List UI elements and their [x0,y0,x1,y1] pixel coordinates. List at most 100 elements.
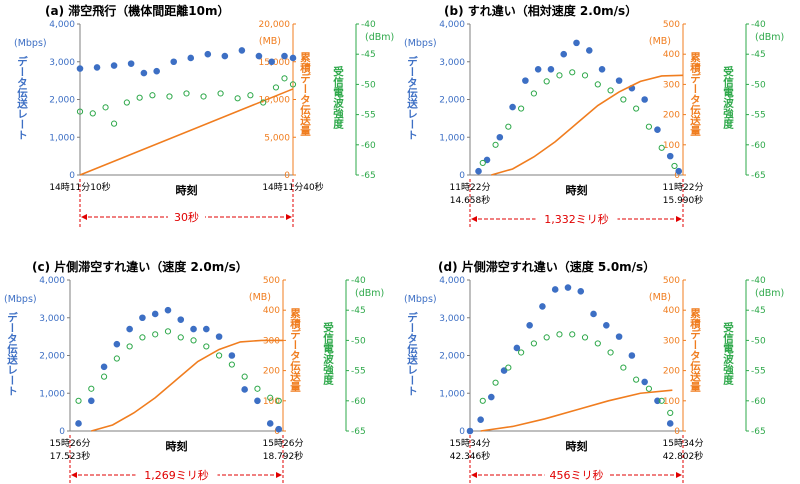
y2-tick-label: 300 [663,80,680,90]
y3-tick-label: -50 [751,336,766,346]
data-point-rssi [531,91,536,96]
y1-tick-label: 1,000 [439,389,465,399]
y3-label: 受信電波強度 [332,65,344,130]
y1-tick-label: 3,000 [39,314,65,324]
y2-tick-label: 200 [663,367,680,377]
chart-panel-b: (b) すれ違い（相対速度 2.0m/s）01,0002,0003,0004,0… [404,3,784,229]
data-point-rssi [480,398,485,403]
data-point-rate [535,67,541,73]
chart-title: (a) 滞空飛行（機体間距離10m） [45,3,229,18]
data-point-rate [561,51,567,57]
data-point-rate [642,379,648,385]
y1-tick-label: 0 [459,427,465,437]
data-point-rate [616,334,622,340]
y1-tick-label: 1,000 [39,389,65,399]
data-point-rssi [646,386,651,391]
data-point-rssi [493,142,498,147]
y3-tick-label: -60 [361,141,376,151]
span-arrow-left-icon [81,214,87,220]
data-point-rate [540,304,546,310]
y1-label: データ伝送レート [406,311,418,396]
data-point-rate [111,63,117,69]
x-axis-label: 時刻 [566,183,588,197]
data-point-rate [222,53,228,59]
y1-label: データ伝送レート [16,55,28,140]
data-point-rate [667,153,673,159]
y1-tick-label: 2,000 [49,96,75,106]
data-point-rate [239,48,245,54]
y1-tick-label: 2,000 [439,96,465,106]
data-point-rssi [204,344,209,349]
data-point-rate [497,134,503,140]
data-point-rate [527,323,533,329]
data-point-rate [154,68,160,74]
span-arrow-right-icon [676,216,682,222]
y3-tick-label: -50 [751,80,766,90]
y2-tick-label: 200 [663,111,680,121]
data-point-rssi [595,341,600,346]
y1-tick-label: 0 [69,171,75,181]
data-point-rssi [235,96,240,101]
data-point-rssi [582,335,587,340]
y3-tick-label: -55 [361,111,376,121]
data-point-rate [676,168,682,174]
data-point-rssi [229,362,234,367]
data-point-rssi [595,82,600,87]
y1-tick-label: 0 [59,427,65,437]
y2-tick-label: 20,000 [259,20,291,30]
y1-tick-label: 3,000 [439,314,465,324]
data-point-rate [476,168,482,174]
y1-tick-label: 0 [459,171,465,181]
y1-tick-label: 4,000 [39,276,65,286]
y2-tick-label: 0 [674,427,680,437]
data-point-rate [77,66,83,72]
span-arrow-left-icon [71,472,77,478]
data-point-rssi [506,124,511,129]
chart-title: (c) 片側滞空すれ違い（速度 2.0m/s） [32,259,248,274]
data-point-rate [574,40,580,46]
data-point-rate [127,326,133,332]
data-point-rssi [178,335,183,340]
y2-label: 累積データ伝送量 [689,52,701,136]
data-point-rssi [557,332,562,337]
y2-label: 累積データ伝送量 [289,308,301,392]
span-label: 30秒 [174,210,199,224]
span-arrow-right-icon [276,472,282,478]
data-point-rssi [480,160,485,165]
y3-tick-label: -60 [751,141,766,151]
data-point-rssi [544,335,549,340]
data-point-rssi [201,94,206,99]
data-point-rssi [634,106,639,111]
data-point-rssi [165,329,170,334]
y3-tick-label: -40 [751,20,766,30]
span-arrow-left-icon [471,216,477,222]
data-point-rssi [582,73,587,78]
data-point-rssi [124,100,129,105]
data-point-rssi [668,410,673,415]
y3-tick-label: -55 [751,367,766,377]
data-point-rssi [89,386,94,391]
data-point-rssi [519,350,524,355]
y1-unit: (Mbps) [404,294,437,305]
y3-unit: (dBm) [755,32,784,43]
chart-figure: (a) 滞空飛行（機体間距離10m） 0 1,000 2,000 3,000 4,000 0… [0,0,800,484]
y3-unit: (dBm) [755,288,784,299]
data-point-rssi [570,70,575,75]
data-point-rate [188,55,194,61]
data-point-rate [205,51,211,57]
y1-tick-label: 1,000 [439,133,465,143]
y1-unit: (Mbps) [14,38,47,49]
y2-label: 累積データ伝送量 [689,308,701,392]
data-point-rssi [217,353,222,358]
y2-unit: (MB) [649,36,671,47]
y3-tick-label: -55 [351,367,366,377]
data-point-rate [565,285,571,291]
series-line-cumulative [491,75,683,175]
y3-tick-label: -40 [751,276,766,286]
data-point-rssi [90,111,95,116]
data-point-rssi [621,365,626,370]
data-point-rssi [646,124,651,129]
data-point-rssi [519,106,524,111]
y3-tick-label: -45 [351,306,366,316]
chart-title: (d) 片側滞空すれ違い（速度 5.0m/s） [438,259,655,274]
